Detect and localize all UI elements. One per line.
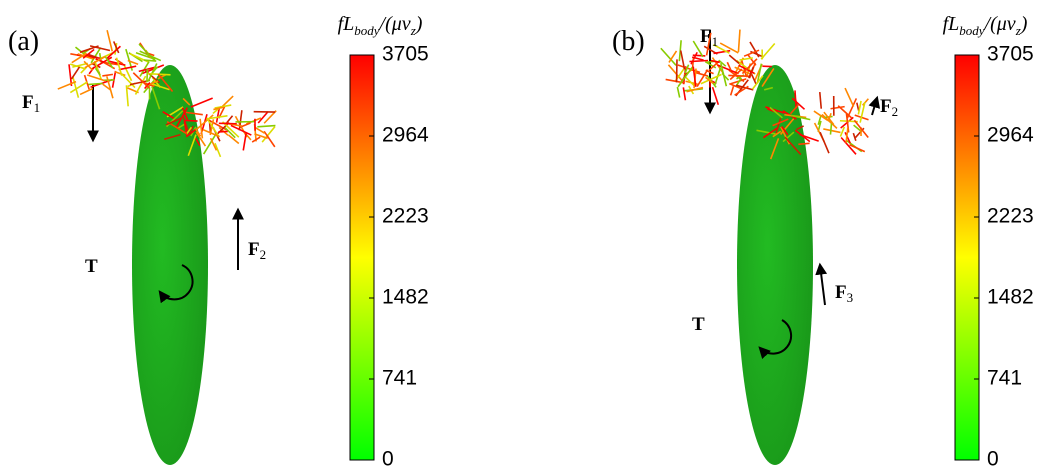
force-vector (218, 131, 227, 132)
annotation-text: F (880, 96, 892, 117)
annotation-sub: 1 (34, 100, 41, 115)
colorbar-tick-label: 0 (382, 448, 394, 471)
colorbar (955, 55, 979, 460)
colorbar-tick-label: 1482 (382, 286, 429, 309)
annotation: T (85, 256, 98, 277)
annotation-text: F (248, 239, 260, 260)
colorbar-tick-label: 2964 (987, 124, 1034, 147)
panel-label: (b) (612, 26, 645, 57)
force-vector (798, 143, 809, 144)
colorbar-tick-label: 741 (987, 367, 1022, 390)
colorbar-tick-label: 3705 (382, 43, 429, 66)
force-vector (147, 69, 148, 82)
title-part: ) (415, 13, 423, 35)
annotation: F2 (880, 96, 898, 119)
title-part: fL (338, 13, 355, 35)
colorbar-tick-label: 3705 (987, 43, 1034, 66)
force-vector (257, 126, 275, 127)
colorbar (350, 55, 374, 460)
force-vector (845, 88, 854, 107)
title-part: body (354, 23, 380, 38)
force-vector (830, 124, 831, 135)
annotation: F1 (700, 26, 718, 49)
force-vector (831, 107, 845, 109)
figure: (a)fLbody/(μvz)07411482222329643705F1F2T… (0, 0, 1060, 475)
annotation-sub: 2 (892, 104, 899, 119)
title-part: fL (943, 13, 960, 35)
title-part: /(μv (984, 13, 1016, 35)
force-vector (713, 87, 719, 105)
force-vector (738, 30, 740, 52)
force-arrow (820, 265, 825, 305)
force-vector (255, 128, 264, 133)
force-vector (857, 103, 859, 111)
force-vector (689, 60, 708, 61)
annotation-sub: 2 (260, 247, 267, 262)
annotation-text: F (22, 92, 34, 113)
force-vector (683, 87, 685, 100)
force-vector (191, 98, 213, 107)
force-vector (80, 88, 93, 94)
colorbar-tick-label: 0 (987, 448, 999, 471)
force-vector (693, 55, 706, 56)
force-vector (661, 48, 676, 65)
force-vector (243, 133, 246, 150)
cell-body (132, 65, 208, 465)
colorbar-tick-label: 1482 (987, 286, 1034, 309)
force-vector (729, 55, 739, 63)
title-part: /(μv (379, 13, 411, 35)
force-vector (677, 87, 679, 97)
force-vector (820, 132, 829, 153)
force-vector (80, 46, 99, 52)
force-vector (863, 99, 869, 106)
annotation-sub: 1 (712, 34, 719, 49)
force-vector (761, 43, 775, 59)
colorbar-title: fLbody/(μvz) (943, 13, 1028, 38)
annotation: F3 (835, 282, 853, 305)
annotation-text: T (85, 256, 98, 277)
annotation: T (692, 314, 705, 335)
force-vector (823, 129, 840, 133)
annotation-text: F (835, 282, 847, 303)
force-vector (72, 67, 80, 79)
force-vector (731, 86, 734, 95)
panel-label: (a) (8, 26, 39, 57)
title-part: body (959, 23, 985, 38)
force-vector (102, 74, 113, 76)
annotation: F2 (248, 239, 266, 262)
force-vector (58, 82, 76, 89)
annotation-sub: 3 (847, 290, 854, 305)
colorbar-tick-label: 2964 (382, 124, 429, 147)
force-vector (184, 120, 197, 121)
colorbar-title: fLbody/(μvz) (338, 13, 423, 38)
colorbar-tick-label: 741 (382, 367, 417, 390)
force-vector (750, 42, 759, 57)
force-arrow (872, 98, 877, 115)
force-vector (119, 66, 136, 69)
annotation-text: F (700, 26, 712, 47)
force-vector (69, 64, 72, 86)
annotation: F1 (22, 92, 40, 115)
force-vector (262, 127, 275, 142)
force-vector (227, 116, 233, 123)
colorbar-tick-label: 2223 (987, 205, 1034, 228)
title-part: ) (1020, 13, 1028, 35)
annotation-text: T (692, 314, 705, 335)
colorbar-tick-label: 2223 (382, 205, 429, 228)
force-vector (820, 92, 821, 109)
force-vector (107, 30, 112, 51)
force-vector (728, 75, 750, 76)
